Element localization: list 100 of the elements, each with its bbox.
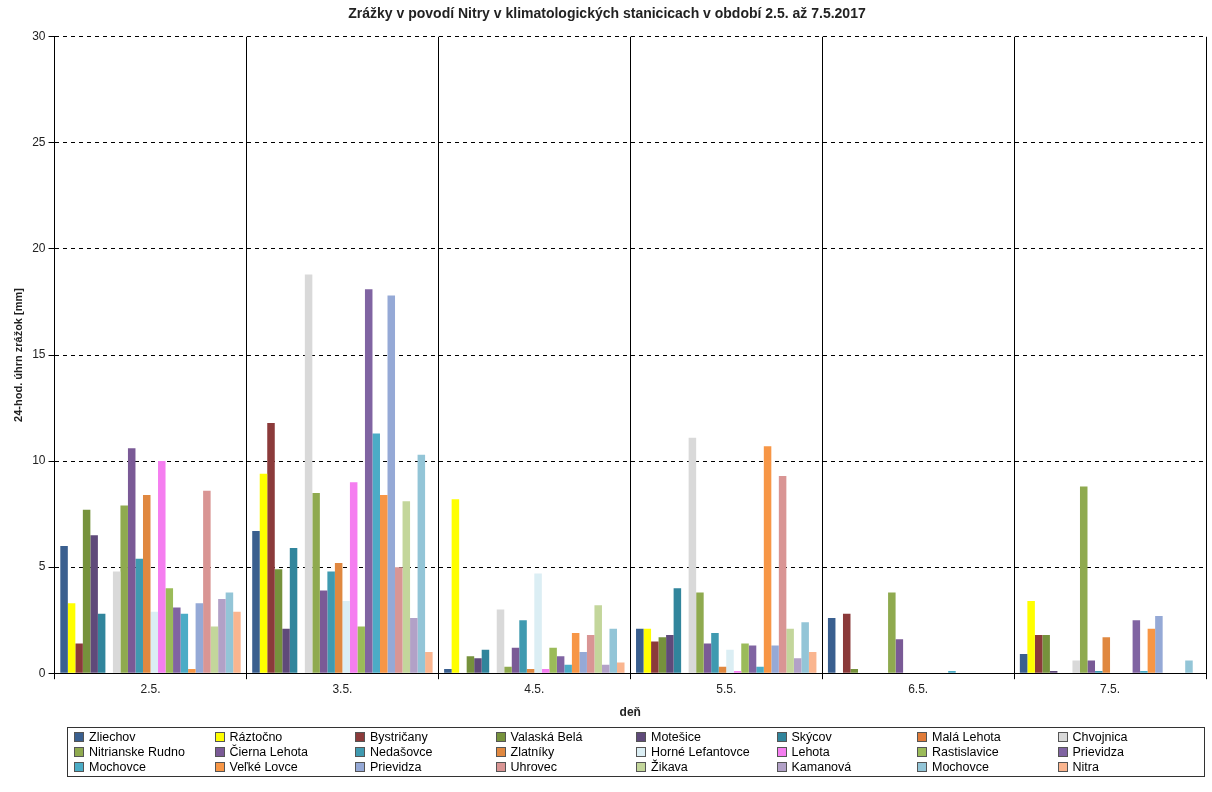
bar bbox=[850, 668, 859, 673]
bar bbox=[274, 569, 283, 673]
x-axis-title: deň bbox=[619, 705, 641, 720]
bar bbox=[120, 505, 128, 673]
bar bbox=[1027, 601, 1035, 673]
bar bbox=[349, 482, 358, 673]
bar bbox=[842, 613, 851, 673]
bar bbox=[1185, 660, 1193, 673]
bar bbox=[541, 668, 550, 673]
bar bbox=[444, 668, 452, 673]
bar bbox=[481, 649, 490, 673]
bar bbox=[726, 649, 734, 673]
legend-label: Prievidza bbox=[370, 760, 422, 774]
bar bbox=[519, 620, 527, 673]
bar bbox=[142, 495, 151, 673]
bar bbox=[135, 558, 143, 673]
bar bbox=[763, 446, 772, 673]
bar bbox=[771, 645, 779, 673]
y-tick-label: 0 bbox=[38, 665, 46, 680]
bar bbox=[827, 618, 836, 673]
legend-label: Malá Lehota bbox=[932, 730, 1001, 744]
x-tick-label: 7.5. bbox=[1100, 681, 1121, 696]
bar bbox=[1019, 654, 1028, 673]
legend-label: Čierna Lehota bbox=[229, 745, 309, 759]
bar bbox=[594, 605, 602, 673]
bar bbox=[801, 622, 809, 673]
legend-label: Veľké Lovce bbox=[229, 760, 298, 774]
legend-label: Zlatníky bbox=[510, 745, 555, 759]
bar bbox=[342, 601, 350, 673]
bar bbox=[312, 492, 320, 673]
bar bbox=[304, 274, 313, 673]
bar bbox=[218, 598, 226, 673]
bar bbox=[410, 618, 418, 673]
legend-label: Lehota bbox=[791, 745, 830, 759]
bar bbox=[673, 588, 682, 673]
bar bbox=[718, 666, 727, 673]
bar bbox=[210, 626, 219, 673]
bar bbox=[793, 658, 802, 673]
bar bbox=[609, 628, 617, 673]
bar bbox=[756, 666, 764, 673]
bar bbox=[1072, 660, 1080, 673]
bar bbox=[379, 495, 388, 673]
x-tick-label: 2.5. bbox=[140, 681, 161, 696]
legend-label: Ráztočno bbox=[229, 730, 283, 744]
bar bbox=[586, 635, 595, 673]
bar bbox=[203, 490, 211, 673]
legend-label: Prievidza bbox=[1072, 745, 1124, 759]
bar bbox=[808, 651, 817, 673]
legend-label: Bystričany bbox=[370, 730, 428, 744]
bar bbox=[425, 651, 433, 673]
bar bbox=[75, 643, 83, 673]
bar bbox=[158, 461, 166, 673]
bar bbox=[504, 666, 512, 673]
legend-label: Skýcov bbox=[791, 730, 832, 744]
bar bbox=[571, 632, 580, 673]
bar bbox=[636, 628, 644, 673]
bar bbox=[387, 295, 396, 673]
y-tick-label: 15 bbox=[32, 347, 46, 362]
bar bbox=[556, 656, 565, 673]
y-tick-label: 5 bbox=[38, 559, 46, 574]
bar bbox=[534, 573, 542, 673]
bar bbox=[474, 658, 482, 673]
bar bbox=[786, 628, 794, 673]
bar bbox=[451, 499, 460, 673]
bar bbox=[617, 662, 625, 673]
bar bbox=[1087, 660, 1096, 673]
legend-label: Horné Lefantovce bbox=[651, 745, 750, 759]
bar bbox=[127, 448, 136, 673]
bar bbox=[173, 607, 181, 673]
bar bbox=[82, 509, 91, 673]
legend-label: Mochovce bbox=[89, 760, 146, 774]
bar bbox=[395, 567, 403, 673]
bar bbox=[651, 641, 659, 673]
bar bbox=[703, 643, 712, 673]
bar bbox=[259, 473, 268, 673]
bar bbox=[402, 501, 411, 673]
bar bbox=[289, 548, 298, 673]
bar bbox=[319, 590, 328, 673]
bar bbox=[282, 628, 290, 673]
x-tick-label: 3.5. bbox=[332, 681, 353, 696]
bar bbox=[711, 632, 719, 673]
y-tick-label: 20 bbox=[32, 241, 46, 256]
legend-label: Nitrianske Rudno bbox=[89, 745, 185, 759]
bar bbox=[696, 592, 704, 673]
bar bbox=[643, 628, 652, 673]
legend-label: Rastislavice bbox=[932, 745, 999, 759]
bar bbox=[364, 289, 373, 673]
bar bbox=[60, 545, 68, 673]
bar bbox=[688, 437, 697, 673]
bar bbox=[188, 668, 196, 673]
legend-label: Mochovce bbox=[932, 760, 989, 774]
bar bbox=[112, 571, 121, 673]
bar bbox=[334, 562, 343, 673]
bar bbox=[233, 611, 241, 673]
bar bbox=[658, 637, 667, 673]
bar bbox=[1132, 620, 1141, 673]
y-tick-label: 30 bbox=[32, 29, 46, 44]
bar bbox=[496, 609, 505, 673]
bar bbox=[888, 592, 896, 673]
y-axis-title: 24-hod. úhrn zrážok [mm] bbox=[11, 287, 24, 422]
